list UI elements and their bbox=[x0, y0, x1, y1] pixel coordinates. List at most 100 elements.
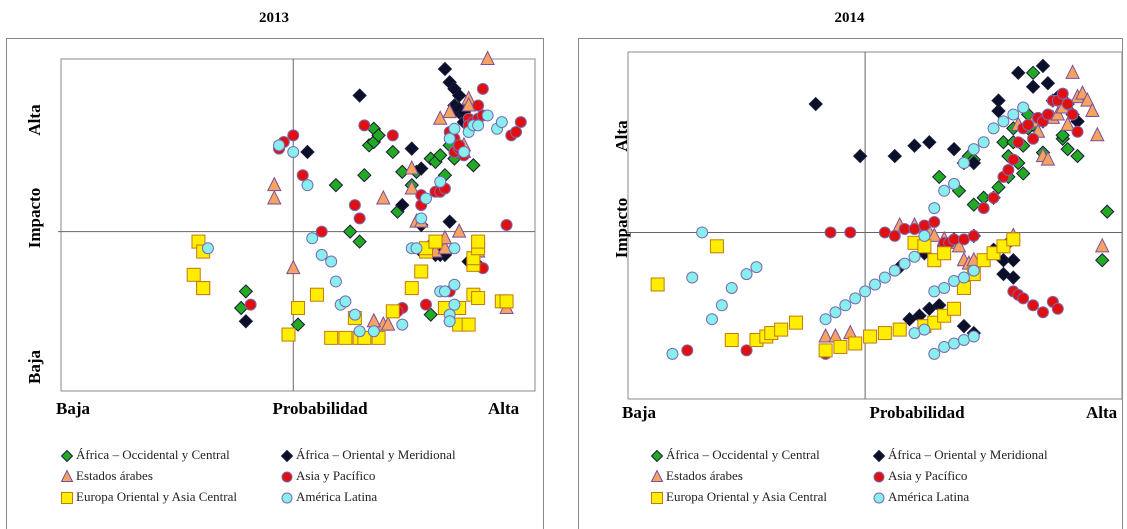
data-point-asia bbox=[510, 126, 523, 139]
y-axis-label: Impacto bbox=[25, 188, 44, 248]
data-point-asia bbox=[1007, 153, 1020, 166]
x-low-label: Baja bbox=[56, 399, 91, 418]
data-point-america bbox=[457, 145, 470, 158]
orange-triangle-icon bbox=[650, 468, 664, 483]
data-point-america bbox=[339, 295, 352, 308]
data-point-america bbox=[443, 315, 456, 328]
data-point-asia bbox=[1056, 87, 1069, 100]
legend-marker bbox=[872, 449, 886, 462]
data-point-america bbox=[410, 242, 423, 255]
data-point-africa_occ bbox=[1095, 252, 1110, 268]
data-point-asia bbox=[1051, 302, 1064, 315]
data-point-africa_ori bbox=[1006, 252, 1021, 268]
data-point-asia bbox=[1027, 299, 1040, 312]
legend-label: América Latina bbox=[888, 489, 970, 504]
data-point-america bbox=[1017, 101, 1030, 114]
data-point-america bbox=[938, 340, 951, 353]
chart-2013: 2013 Alta Impacto Baja Baja Probabilidad Alta… bbox=[0, 0, 548, 529]
data-point-america bbox=[750, 261, 763, 274]
legend-label: Estados árabes bbox=[666, 468, 743, 483]
data-point-africa_occ bbox=[423, 307, 438, 322]
legend-item: Asia y Pacífico bbox=[280, 465, 375, 486]
legend-item: Europa Oriental y Asia Central bbox=[60, 486, 280, 507]
legend-marker bbox=[281, 492, 293, 503]
data-point-asia bbox=[1017, 292, 1030, 305]
data-point-asia bbox=[844, 226, 857, 239]
data-point-europa bbox=[428, 234, 443, 249]
data-point-america bbox=[715, 299, 728, 312]
chart-2014: 2014 Alta Impacto Baja Probabilidad Alta Áfr… bbox=[572, 0, 1127, 529]
legend-label: Asia y Pacífico bbox=[888, 468, 968, 483]
data-point-america bbox=[928, 347, 941, 360]
data-point-america bbox=[967, 264, 980, 277]
legend-row: Estados árabes Asia y Pacífico bbox=[60, 465, 456, 486]
data-point-estados bbox=[480, 50, 495, 65]
data-point-america bbox=[957, 334, 970, 347]
data-point-america bbox=[415, 212, 428, 225]
data-point-africa_occ bbox=[996, 135, 1011, 150]
y-high-label: Alta bbox=[612, 120, 631, 152]
data-point-estados bbox=[442, 103, 457, 119]
data-point-estados bbox=[1040, 150, 1056, 166]
legend-label: Europa Oriental y Asia Central bbox=[666, 489, 828, 504]
data-point-america bbox=[353, 325, 366, 338]
data-point-america bbox=[997, 115, 1010, 128]
data-point-europa bbox=[877, 326, 892, 341]
data-point-america bbox=[819, 313, 832, 326]
data-point-asia bbox=[918, 219, 931, 232]
data-point-estados bbox=[404, 179, 420, 195]
data-point-africa_ori bbox=[1006, 270, 1021, 285]
data-point-europa bbox=[863, 329, 878, 344]
data-point-africa_ori bbox=[1035, 58, 1051, 74]
data-point-africa_ori bbox=[352, 88, 367, 103]
data-point-america bbox=[849, 292, 862, 305]
legend-item: África – Oriental y Meridional bbox=[280, 444, 456, 465]
data-point-africa_occ bbox=[357, 167, 372, 183]
data-point-asia bbox=[315, 225, 328, 238]
data-point-asia bbox=[287, 129, 300, 142]
y-axis-label: Impacto bbox=[612, 198, 631, 258]
data-point-africa_occ bbox=[395, 164, 410, 180]
plot-2013: Alta Impacto Baja Baja Probabilidad Alta bbox=[25, 50, 536, 418]
x-low-label: Baja bbox=[622, 403, 657, 422]
data-point-america bbox=[495, 116, 508, 129]
data-point-europa bbox=[774, 322, 789, 337]
legend-label: Asia y Pacífico bbox=[296, 468, 376, 483]
data-point-america bbox=[938, 281, 951, 294]
legend-label: África – Occidental y Central bbox=[666, 447, 820, 462]
data-point-africa_occ bbox=[1055, 128, 1070, 143]
green-diamond-icon bbox=[60, 448, 74, 462]
data-point-europa bbox=[324, 330, 339, 345]
legend-label: África – Oriental y Meridional bbox=[888, 447, 1048, 462]
data-point-africa_ori bbox=[238, 314, 254, 329]
data-point-america bbox=[888, 264, 901, 277]
data-point-america bbox=[967, 330, 980, 343]
data-point-europa bbox=[1006, 232, 1021, 247]
legend-item: África – Oriental y Meridional bbox=[872, 444, 1048, 465]
data-point-europa bbox=[937, 246, 952, 261]
data-point-asia bbox=[244, 298, 257, 311]
data-point-africa_occ bbox=[466, 158, 481, 173]
data-point-europa bbox=[848, 336, 863, 351]
data-point-europa bbox=[471, 234, 486, 249]
data-point-america bbox=[967, 143, 980, 156]
legend-item: Estados árabes bbox=[650, 465, 872, 486]
data-point-america bbox=[918, 229, 931, 242]
data-point-america bbox=[859, 285, 872, 298]
data-point-africa_occ bbox=[342, 224, 358, 239]
legend-item: Asia y Pacífico bbox=[872, 465, 967, 486]
data-point-europa bbox=[724, 333, 739, 348]
legend-label: Estados árabes bbox=[76, 468, 153, 483]
data-point-asia bbox=[908, 222, 921, 235]
data-point-africa_ori bbox=[991, 103, 1006, 119]
red-circle-icon bbox=[280, 469, 294, 483]
legend-marker bbox=[873, 471, 885, 482]
data-point-estados bbox=[376, 189, 391, 205]
data-point-america bbox=[957, 157, 970, 170]
data-point-asia bbox=[514, 116, 527, 129]
data-point-america bbox=[898, 257, 911, 270]
data-point-america bbox=[396, 318, 409, 331]
legend-item: África – Occidental y Central bbox=[60, 444, 280, 465]
data-point-estados bbox=[266, 189, 282, 205]
data-point-asia bbox=[681, 344, 694, 357]
